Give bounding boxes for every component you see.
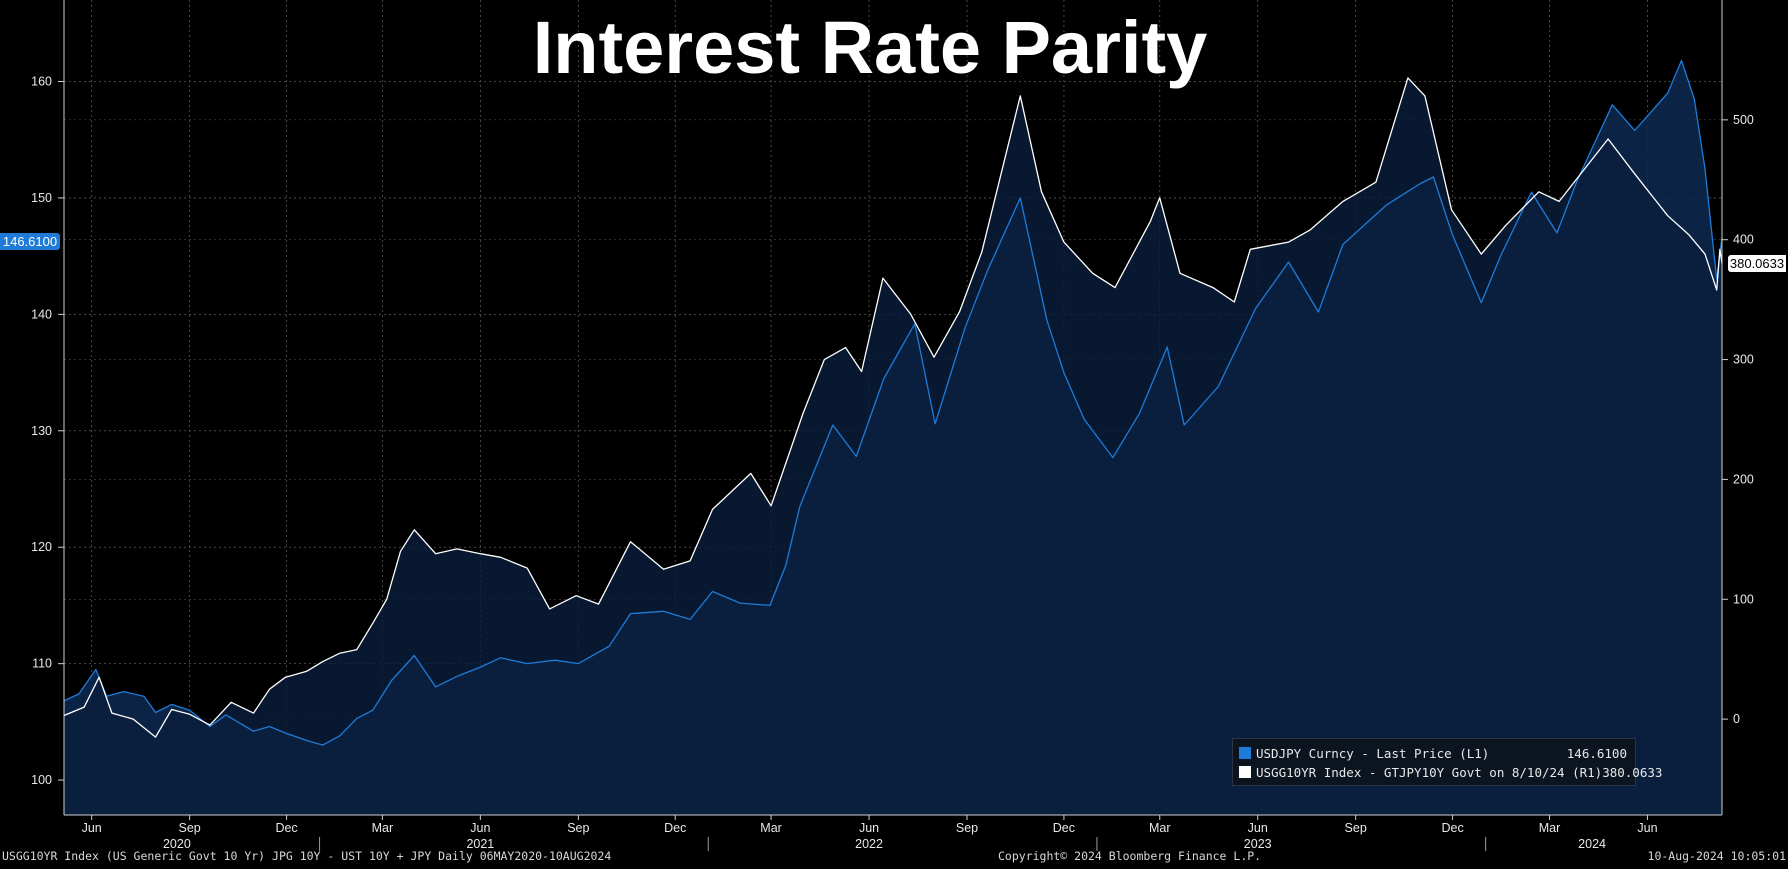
left-tick-label: 150 bbox=[31, 191, 52, 205]
x-month-label: Jun bbox=[859, 821, 879, 835]
x-month-label: Dec bbox=[1441, 821, 1463, 835]
left-last-value-tag: 146.6100 bbox=[0, 233, 60, 250]
legend-value: 380.0633 bbox=[1602, 764, 1663, 780]
x-month-label: Jun bbox=[82, 821, 102, 835]
x-month-label: Mar bbox=[372, 821, 394, 835]
left-tick-label: 120 bbox=[31, 540, 52, 554]
footer-source: USGG10YR Index (US Generic Govt 10 Yr) J… bbox=[2, 849, 612, 863]
series-lines bbox=[63, 59, 1723, 746]
x-month-label: Mar bbox=[1539, 821, 1561, 835]
left-tick-label: 100 bbox=[31, 773, 52, 787]
x-month-label: Mar bbox=[1149, 821, 1171, 835]
legend-item-usdjpy: USDJPY Curncy - Last Price (L1) 146.6100 bbox=[1239, 744, 1627, 762]
left-tick-label: 110 bbox=[32, 657, 52, 671]
usgg10yr-area-fill bbox=[64, 77, 1722, 815]
chart-title: Interest Rate Parity bbox=[532, 6, 1208, 89]
legend-swatch-usgg10yr bbox=[1239, 766, 1251, 778]
x-month-label: Jun bbox=[470, 821, 490, 835]
chart-legend: USDJPY Curncy - Last Price (L1) 146.6100… bbox=[1232, 738, 1662, 786]
usdjpy-line bbox=[63, 59, 1723, 746]
left-tick-label: 140 bbox=[31, 307, 52, 321]
right-tick-label: 300 bbox=[1733, 353, 1754, 367]
x-month-label: Dec bbox=[275, 821, 297, 835]
legend-label: USGG10YR Index - GTJPY10Y Govt on 8/10/2… bbox=[1256, 764, 1603, 780]
x-month-label: Sep bbox=[1345, 821, 1367, 835]
x-month-label: Dec bbox=[1053, 821, 1075, 835]
x-month-label: Jun bbox=[1637, 821, 1657, 835]
x-month-label: Sep bbox=[956, 821, 978, 835]
legend-item-usgg10yr: USGG10YR Index - GTJPY10Y Govt on 8/10/2… bbox=[1239, 763, 1662, 781]
left-tick-label: 160 bbox=[31, 75, 52, 89]
usgg10yr-line bbox=[63, 77, 1723, 738]
x-month-label: Dec bbox=[664, 821, 686, 835]
right-tick-label: 0 bbox=[1733, 712, 1740, 726]
right-last-value-tag: 380.0633 bbox=[1728, 255, 1786, 272]
x-year-label: 2024 bbox=[1578, 837, 1606, 851]
left-tick-label: 130 bbox=[31, 424, 52, 438]
x-month-label: Sep bbox=[567, 821, 589, 835]
legend-label: USDJPY Curncy - Last Price (L1) bbox=[1256, 745, 1490, 761]
x-month-label: Sep bbox=[179, 821, 201, 835]
footer-timestamp: 10-Aug-2024 10:05:01 bbox=[1647, 849, 1786, 863]
footer-copyright: Copyright© 2024 Bloomberg Finance L.P. bbox=[998, 849, 1262, 863]
x-month-label: Jun bbox=[1248, 821, 1268, 835]
legend-value: 146.6100 bbox=[1566, 745, 1627, 761]
usdjpy-area bbox=[64, 60, 1722, 815]
right-tick-label: 100 bbox=[1733, 592, 1754, 606]
x-month-label: Mar bbox=[760, 821, 782, 835]
right-tick-label: 200 bbox=[1733, 472, 1754, 486]
right-tick-label: 400 bbox=[1733, 233, 1754, 247]
right-tick-label: 500 bbox=[1733, 113, 1754, 127]
x-year-label: 2021 bbox=[466, 837, 494, 851]
axes: 100 110 120 130 140 150 160 0 100 200 300 400 500 Jun… bbox=[31, 0, 1754, 851]
x-year-label: 2022 bbox=[855, 837, 883, 851]
legend-swatch-usdjpy bbox=[1239, 747, 1251, 759]
x-year-label: 2023 bbox=[1244, 837, 1272, 851]
x-year-label: 2020 bbox=[163, 837, 191, 851]
